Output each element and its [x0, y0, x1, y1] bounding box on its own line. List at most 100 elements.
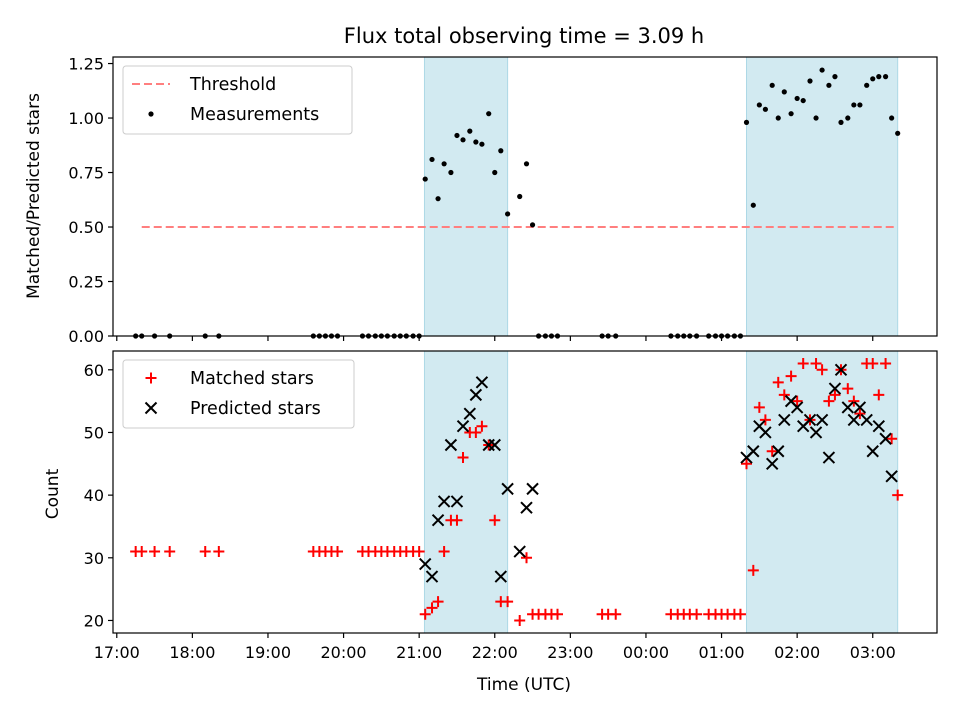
- predicted-star-point: [885, 470, 898, 483]
- measurement-point: [492, 169, 498, 176]
- measurement-point: [775, 115, 781, 121]
- measurement-point: [769, 82, 775, 88]
- matched-star-point: [816, 364, 828, 376]
- measurement-point: [870, 76, 876, 82]
- top-y-axis-label: Matched/Predicted stars: [24, 93, 44, 299]
- matched-star-point: [867, 358, 879, 370]
- measurement-point: [889, 115, 895, 121]
- matched-star-point: [747, 564, 759, 576]
- x-tick-label: 21:00: [396, 643, 442, 662]
- legend-box: [122, 65, 353, 135]
- matched-star-point: [759, 414, 771, 426]
- matched-star-point: [873, 389, 885, 401]
- legend-label: Predicted stars: [190, 399, 321, 419]
- measurement-point: [882, 74, 889, 80]
- matched-star-point: [691, 608, 703, 620]
- measurement-point: [460, 137, 466, 143]
- x-tick-label: 20:00: [321, 643, 367, 662]
- matched-star-point: [476, 420, 488, 432]
- predicted-star-point: [437, 495, 451, 508]
- predicted-star-point: [501, 482, 514, 496]
- matched-star-point: [791, 395, 803, 407]
- matched-star-point: [432, 596, 444, 608]
- predicted-star-point: [860, 413, 873, 427]
- bottom-y-axis-label: Count: [43, 468, 63, 519]
- x-tick-label: 00:00: [623, 643, 669, 662]
- predicted-star-point: [765, 457, 779, 471]
- legend-label: Matched stars: [190, 369, 314, 389]
- legend-predicted-swatch: [144, 401, 158, 415]
- matched-star-point: [552, 608, 564, 620]
- predicted-star-point: [747, 445, 760, 458]
- measurement-point: [429, 156, 435, 163]
- predicted-star-point: [469, 388, 483, 402]
- matched-star-point: [332, 546, 344, 558]
- predicted-star-point: [853, 401, 867, 414]
- bottom-panel: 20 30 40 50 60 17:00 18:00 19:00 20:00 21:00 22:00…: [84, 350, 938, 662]
- predicted-star-point: [488, 438, 501, 452]
- measurement-point: [422, 176, 428, 182]
- legend-box: [122, 359, 355, 429]
- predicted-star-point: [475, 376, 489, 389]
- measurement-point: [851, 102, 857, 108]
- measurement-point: [486, 111, 492, 117]
- measurement-point: [826, 82, 832, 88]
- measurement-point: [448, 169, 454, 176]
- y-tick-label: 20: [84, 611, 104, 630]
- y-tick-label: 0.00: [68, 327, 104, 346]
- matched-star-point: [419, 608, 431, 620]
- predicted-star-point: [790, 401, 804, 414]
- measurement-point: [743, 119, 750, 125]
- matched-star-point: [149, 546, 161, 558]
- measurement-point: [750, 202, 756, 208]
- matched-star-point: [886, 433, 898, 445]
- legend-label: Measurements: [190, 105, 319, 125]
- matched-star-point: [489, 514, 501, 526]
- measurement-point: [781, 89, 787, 95]
- matched-star-point: [734, 608, 746, 620]
- shaded-window-1: [745, 56, 899, 337]
- matched-star-point: [823, 395, 835, 407]
- legend-label: Threshold: [189, 75, 276, 95]
- x-tick-label: 19:00: [245, 643, 291, 662]
- y-tick-label: 1.00: [68, 109, 104, 128]
- matched-star-point: [848, 395, 860, 407]
- predicted-star-point: [879, 432, 892, 445]
- matched-star-point: [502, 596, 514, 608]
- measurement-point: [479, 141, 485, 147]
- matched-star-point: [772, 376, 784, 388]
- matched-star-point: [457, 452, 469, 464]
- legend-matched-swatch: [145, 372, 157, 384]
- x-tick-label: 23:00: [547, 643, 593, 662]
- matched-star-point: [892, 489, 904, 501]
- matched-star-point: [514, 614, 526, 626]
- predicted-star-point: [526, 482, 539, 496]
- measurement-point: [895, 130, 901, 136]
- y-tick-label: 0.50: [68, 218, 104, 237]
- measurement-point: [832, 74, 838, 80]
- measurement-point: [517, 193, 523, 200]
- matched-star-point: [413, 546, 425, 558]
- matched-star-point: [136, 546, 148, 558]
- measurement-point: [467, 128, 473, 134]
- shaded-window-0: [423, 350, 509, 634]
- predicted-star-point: [463, 407, 477, 420]
- predicted-star-point: [425, 570, 439, 583]
- predicted-star-point: [841, 401, 855, 414]
- measurement-point: [523, 161, 530, 167]
- y-tick-label: 0.75: [68, 164, 104, 183]
- measurement-point: [505, 211, 511, 217]
- matched-star-point: [451, 514, 463, 526]
- measurement-point: [762, 106, 768, 112]
- predicted-star-point: [828, 382, 842, 395]
- matched-star-point: [854, 408, 866, 420]
- measurement-point: [473, 139, 479, 145]
- matched-star-point: [810, 358, 822, 370]
- legend-measurement-swatch: [148, 111, 154, 117]
- measurement-point: [800, 97, 806, 104]
- x-axis-label: Time (UTC): [476, 675, 571, 695]
- measurement-point: [788, 111, 794, 117]
- matched-star-point: [438, 546, 450, 558]
- matched-star-point: [778, 389, 790, 401]
